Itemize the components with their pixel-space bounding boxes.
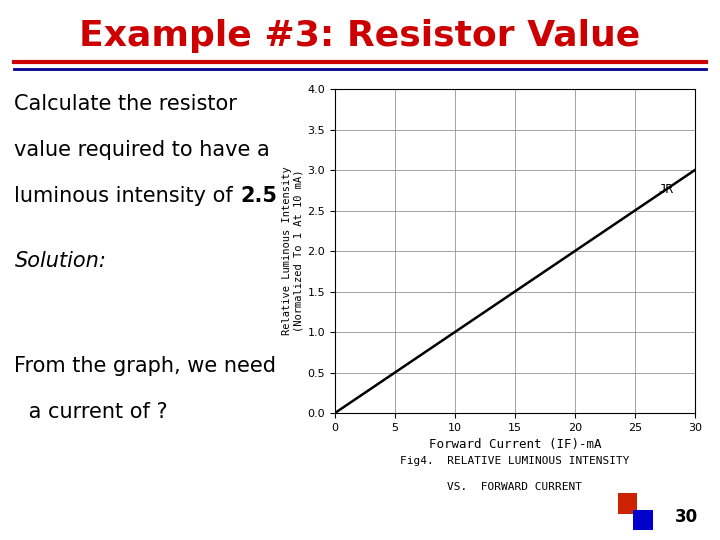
Text: Example #3: Resistor Value: Example #3: Resistor Value (79, 19, 641, 53)
Text: VS.  FORWARD CURRENT: VS. FORWARD CURRENT (447, 482, 582, 492)
Text: 30: 30 (675, 509, 698, 526)
Polygon shape (618, 494, 637, 514)
Text: Fig4.  RELATIVE LUMINOUS INTENSITY: Fig4. RELATIVE LUMINOUS INTENSITY (400, 456, 629, 467)
Text: a current of ?: a current of ? (22, 402, 167, 422)
Y-axis label: Relative Luminous Intensity
(Normalized To 1 At 10 mA): Relative Luminous Intensity (Normalized … (282, 167, 303, 335)
X-axis label: Forward Current (IF)-mA: Forward Current (IF)-mA (428, 438, 601, 451)
Text: JR: JR (659, 183, 674, 196)
Text: From the graph, we need: From the graph, we need (14, 356, 276, 376)
Text: luminous intensity of: luminous intensity of (14, 186, 240, 206)
Text: Calculate the resistor: Calculate the resistor (14, 94, 238, 114)
Text: Solution:: Solution: (14, 251, 107, 271)
Text: value required to have a: value required to have a (14, 140, 270, 160)
Polygon shape (634, 510, 653, 530)
Text: .: . (268, 186, 274, 206)
Text: 2.5: 2.5 (240, 186, 277, 206)
